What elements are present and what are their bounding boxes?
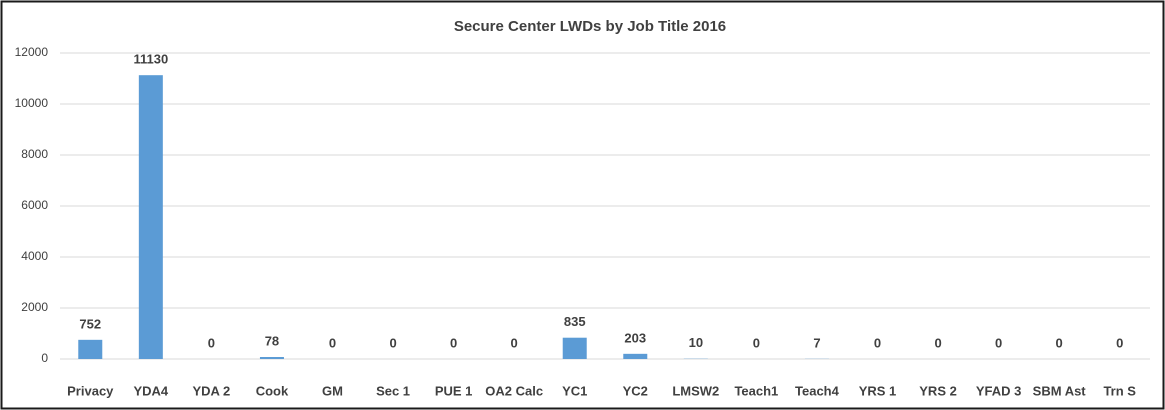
data-label: 0 <box>874 335 881 350</box>
data-label: 0 <box>511 335 518 350</box>
bar <box>562 337 587 359</box>
y-tick-label: 2000 <box>21 300 48 314</box>
x-tick-label: LMSW2 <box>672 383 719 398</box>
x-tick-label: YRS 2 <box>919 383 957 398</box>
y-tick-label: 6000 <box>21 198 48 212</box>
data-label: 0 <box>1116 335 1123 350</box>
x-tick-label: GM <box>322 383 343 398</box>
data-label: 203 <box>624 330 646 345</box>
x-tick-label: Teach4 <box>795 383 840 398</box>
data-label: 10 <box>689 335 703 350</box>
y-tick-label: 10000 <box>15 96 49 110</box>
x-tick-label: Trn S <box>1103 383 1136 398</box>
data-label: 11130 <box>133 52 168 67</box>
y-tick-label: 4000 <box>21 249 48 263</box>
bar <box>138 75 163 359</box>
x-tick-label: Privacy <box>67 383 114 398</box>
data-label: 0 <box>753 335 760 350</box>
data-label: 0 <box>389 335 396 350</box>
bar <box>623 353 648 359</box>
chart-title: Secure Center LWDs by Job Title 2016 <box>454 18 726 35</box>
data-label: 835 <box>564 314 586 329</box>
x-tick-label: Cook <box>256 383 289 398</box>
x-tick-label: YC1 <box>562 383 587 398</box>
x-tick-label: OA2 Calc <box>485 383 543 398</box>
data-label: 0 <box>934 335 941 350</box>
x-tick-label: PUE 1 <box>435 383 473 398</box>
bar <box>259 357 284 359</box>
x-tick-label: Sec 1 <box>376 383 410 398</box>
y-tick-label: 0 <box>41 351 48 365</box>
x-tick-label: YRS 1 <box>859 383 897 398</box>
data-label: 0 <box>995 335 1002 350</box>
data-label: 0 <box>1056 335 1063 350</box>
data-label: 0 <box>208 335 215 350</box>
data-label: 78 <box>265 333 279 348</box>
data-label: 7 <box>813 335 820 350</box>
data-label: 0 <box>329 335 336 350</box>
data-label: 752 <box>79 316 101 331</box>
x-tick-label: YFAD 3 <box>976 383 1022 398</box>
y-tick-label: 8000 <box>21 147 48 161</box>
x-tick-label: Teach1 <box>734 383 778 398</box>
x-tick-label: YC2 <box>623 383 648 398</box>
y-tick-label: 12000 <box>15 45 49 59</box>
x-tick-label: SBM Ast <box>1033 383 1087 398</box>
x-tick-label: YDA 2 <box>192 383 230 398</box>
data-label: 0 <box>450 335 457 350</box>
x-tick-label: YDA4 <box>133 383 168 398</box>
bar <box>78 339 103 359</box>
